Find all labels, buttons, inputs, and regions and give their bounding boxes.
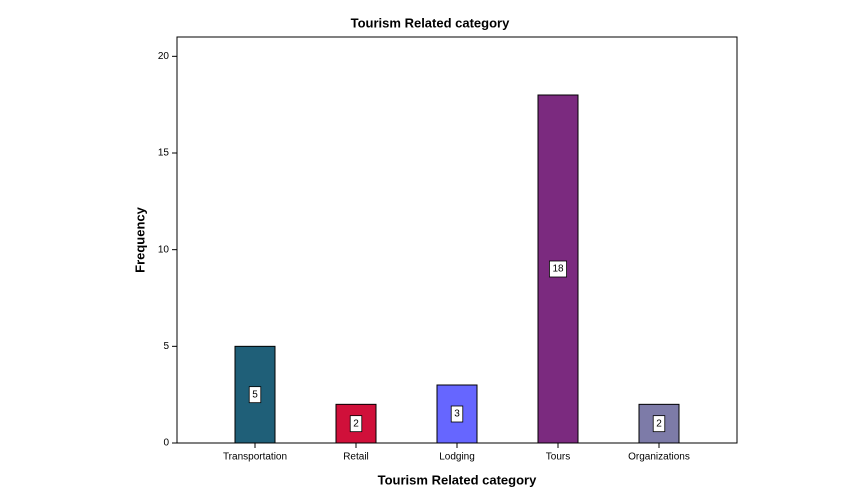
data-label-box [248, 386, 262, 404]
y-tick-label: 0 [163, 438, 169, 449]
data-label: 2 [353, 418, 359, 429]
y-tick-label: 20 [158, 51, 170, 62]
y-tick-label: 5 [163, 341, 169, 352]
data-label-box [549, 260, 567, 278]
chart-title: Tourism Related category [351, 15, 510, 30]
data-label: 3 [454, 409, 460, 420]
data-label-box [349, 415, 363, 433]
data-label-box [652, 415, 666, 433]
data-label: 5 [252, 389, 258, 400]
x-tick-label: Tours [546, 452, 570, 463]
x-tick-label: Retail [343, 452, 369, 463]
data-label: 2 [656, 418, 662, 429]
data-label: 18 [552, 264, 564, 275]
y-tick-label: 10 [158, 244, 170, 255]
data-label-box [450, 405, 464, 423]
x-tick-label: Lodging [439, 452, 475, 463]
x-tick-label: Organizations [628, 452, 690, 463]
y-axis-label: Frequency [132, 206, 147, 273]
x-axis-label: Tourism Related category [378, 472, 537, 487]
y-tick-label: 15 [158, 148, 170, 159]
x-tick-label: Transportation [223, 452, 287, 463]
